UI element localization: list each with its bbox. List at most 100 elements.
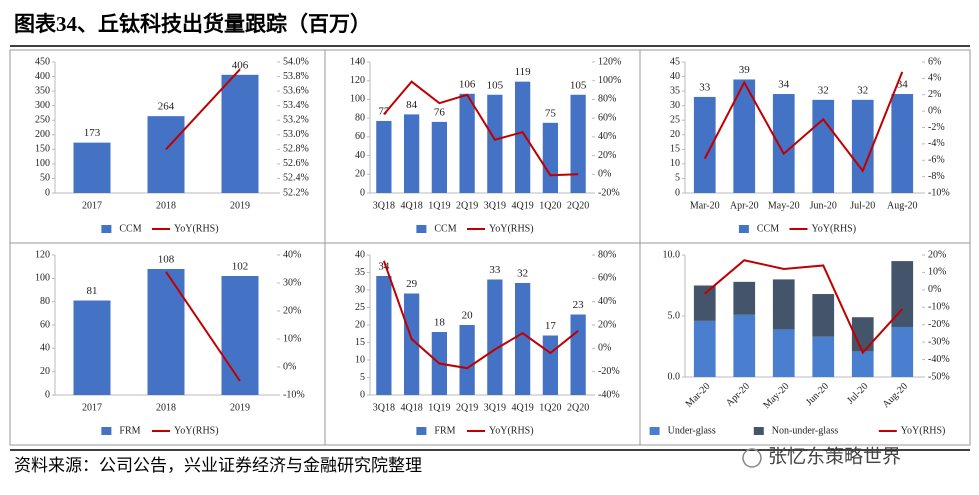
bar-value-label: 32 [857,84,868,96]
bar [772,94,795,193]
legend-label: CCM [434,223,456,234]
y-tick-label: 200 [35,129,50,140]
yoy-line [165,68,241,151]
legend-label: YoY(RHS) [812,223,857,234]
bar-value-label: 32 [818,84,829,96]
y-tick-label: 40 [40,343,50,354]
x-tick-label: 1Q19 [428,200,450,211]
y-tick-label: 100 [350,94,365,105]
bar [459,325,475,395]
bar [403,293,420,395]
legend-label: Non-under-glass [772,425,839,436]
figure-title: 图表34、丘钛科技出货量跟踪（百万） [14,12,371,36]
y-tick-label: 35 [670,85,680,96]
bar [542,335,559,395]
legend-label: YoY(RHS) [174,425,219,436]
y-tick-label: 10 [355,354,365,365]
y-tick-label: 25 [670,115,680,126]
y2-tick-label: -20% [928,319,950,330]
y-tick-label: 60 [40,319,50,330]
bar [772,329,795,377]
y2-tick-label: -20% [598,187,620,198]
legend-label: YoY(RHS) [489,223,534,234]
y2-tick-label: 100% [598,75,621,86]
bar [693,320,716,377]
y2-tick-label: -2% [928,122,945,133]
y2-tick-label: 52.4% [283,173,309,184]
bar-value-label: 17 [545,320,557,332]
y-tick-label: 0 [45,389,50,400]
y-tick-label: 45 [670,56,680,67]
y2-tick-label: 0% [928,284,941,295]
legend-label: YoY(RHS) [489,425,534,436]
x-tick-label: 2019 [230,402,250,413]
source-note: 资料来源：公司公告，兴业证券经济与金融研究院整理 [14,456,422,475]
bar [570,314,586,395]
yoy-line [383,80,579,177]
legend-swatch [101,225,112,233]
bar-value-label: 18 [434,317,446,329]
bar-value-label: 108 [158,254,175,266]
bar [570,94,586,193]
y-tick-label: 80 [40,296,50,307]
bar [542,122,559,193]
y2-tick-label: -20% [598,366,620,377]
legend-label: FRM [119,425,140,436]
bar-value-label: 76 [434,106,446,118]
bar-value-label: 33 [489,264,501,276]
legend-label: CCM [757,223,779,234]
y-tick-label: 30 [670,100,680,111]
y2-tick-label: 52.6% [283,158,309,169]
legend-swatch [416,427,427,435]
watermark-icon [742,448,762,468]
bar [459,93,475,193]
bar-value-label: 106 [459,78,476,90]
x-tick-label: 2Q20 [567,402,589,413]
x-tick-label: Aug-20 [887,200,918,211]
y-tick-label: 30 [355,284,365,295]
y2-tick-label: 20% [598,150,616,161]
yoy-line [704,259,903,355]
y2-tick-label: 52.8% [283,144,309,155]
x-tick-label: 2019 [230,200,250,211]
x-tick-label: 3Q18 [373,402,395,413]
y-tick-label: 20 [40,366,50,377]
y2-tick-label: 53.2% [283,115,309,126]
bar [891,326,914,377]
x-tick-label: 2018 [156,402,176,413]
x-tick-label: 2018 [156,200,176,211]
bar-value-label: 33 [699,81,711,93]
yoy-line [703,71,904,173]
y-tick-label: 0.0 [668,371,681,382]
y2-tick-label: 40% [283,249,301,260]
bar [221,276,259,395]
bar-value-label: 173 [84,127,101,139]
bar [733,79,756,193]
y2-tick-label: -6% [928,155,945,166]
y2-tick-label: 0% [283,361,296,372]
x-tick-label: 3Q19 [484,200,506,211]
y-tick-label: 5 [360,372,365,383]
y-tick-label: 40 [355,150,365,161]
bar [733,314,756,377]
y-tick-label: 0 [360,187,365,198]
y2-tick-label: 10% [928,267,946,278]
y-tick-label: 400 [35,71,50,82]
y-tick-label: 35 [355,267,365,278]
legend-label: CCM [119,223,141,234]
x-tick-label: May-20 [761,381,791,411]
x-tick-label: May-20 [768,200,800,211]
bar [514,81,531,193]
y2-tick-label: 60% [598,273,616,284]
y-tick-label: 40 [355,249,365,260]
x-tick-label: 4Q18 [401,200,423,211]
y-tick-label: 10 [670,158,680,169]
y2-tick-label: 20% [598,319,616,330]
x-tick-label: 1Q20 [539,200,561,211]
bar [812,99,835,193]
bar [733,281,756,315]
bar-value-label: 119 [515,66,532,78]
y-tick-label: 20 [670,129,680,140]
y2-tick-label: 53.8% [283,71,309,82]
y-tick-label: 5.0 [668,310,681,321]
